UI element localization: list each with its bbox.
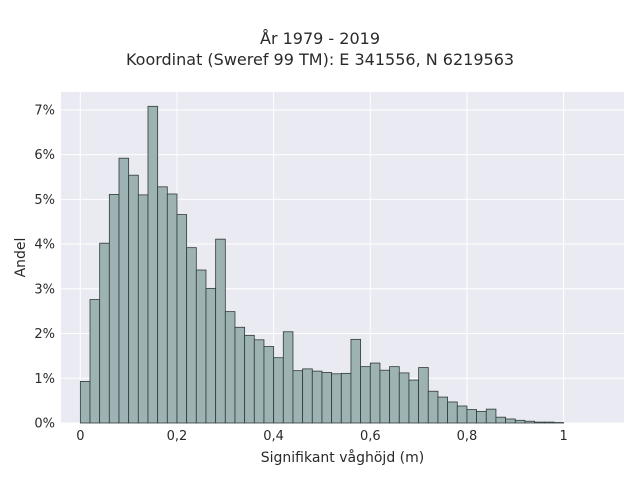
histogram-bar-7 xyxy=(147,105,159,424)
y-tick-label-3: 3% xyxy=(34,282,55,297)
x-tick-label-3: 0,6 xyxy=(360,429,381,444)
x-tick-label-4: 0,8 xyxy=(457,429,478,444)
histogram-bar-6 xyxy=(137,194,149,424)
histogram-bar-9 xyxy=(166,193,178,424)
histogram-bar-15 xyxy=(224,311,236,424)
histogram-bar-24 xyxy=(311,370,323,424)
x-tick-label-2: 0,4 xyxy=(263,429,284,444)
histogram-bar-14 xyxy=(215,238,226,424)
histogram-bar-31 xyxy=(379,369,391,424)
histogram-bar-38 xyxy=(447,401,458,424)
histogram-bar-28 xyxy=(350,338,362,424)
histogram-bar-12 xyxy=(195,269,207,424)
histogram-bar-47 xyxy=(534,421,545,424)
x-tick-label-1: 0,2 xyxy=(167,429,188,444)
x-axis-ticks: 0 0,2 0,4 0,6 0,8 1 xyxy=(76,429,568,444)
y-axis-ticks: 0% 1% 2% 3% 4% 5% 6% 7% xyxy=(34,103,55,431)
histogram-bar-18 xyxy=(253,339,265,424)
histogram-bar-10 xyxy=(176,214,188,424)
histogram-bar-40 xyxy=(466,409,478,424)
chart-title-line-1: År 1979 - 2019 xyxy=(260,29,380,48)
histogram-bar-46 xyxy=(524,420,535,424)
histogram-bar-4 xyxy=(118,157,130,424)
histogram-bar-22 xyxy=(292,370,304,424)
x-axis-label: Signifikant våghöjd (m) xyxy=(261,449,424,466)
histogram-bar-16 xyxy=(234,326,246,424)
histogram-bar-30 xyxy=(369,362,381,424)
histogram-bars xyxy=(79,105,564,424)
histogram-bar-2 xyxy=(99,242,110,424)
histogram-bar-43 xyxy=(495,416,507,424)
y-axis-label: Andel xyxy=(13,238,29,278)
histogram-bar-33 xyxy=(398,372,410,424)
histogram-bar-27 xyxy=(340,372,352,424)
histogram-bar-41 xyxy=(476,410,487,424)
histogram-bar-48 xyxy=(543,421,555,424)
histogram-bar-34 xyxy=(408,379,420,424)
x-tick-label-0: 0 xyxy=(76,429,84,444)
y-tick-label-7: 7% xyxy=(34,103,55,118)
histogram-bar-17 xyxy=(244,334,255,424)
histogram-bar-20 xyxy=(273,357,284,424)
histogram-bar-29 xyxy=(360,366,371,424)
histogram-bar-26 xyxy=(331,373,342,424)
histogram-bar-23 xyxy=(302,368,313,424)
histogram-bar-21 xyxy=(282,331,294,424)
y-tick-label-2: 2% xyxy=(34,327,55,342)
chart-title-line-2: Koordinat (Sweref 99 TM): E 341556, N 62… xyxy=(125,50,515,69)
histogram-bar-13 xyxy=(205,287,217,424)
histogram-bar-8 xyxy=(157,186,168,424)
histogram-bar-19 xyxy=(263,346,275,424)
x-tick-label-5: 1 xyxy=(559,429,567,444)
y-tick-label-0: 0% xyxy=(34,417,55,432)
histogram-bar-37 xyxy=(437,396,449,424)
histogram-bar-39 xyxy=(456,405,468,424)
histogram-bar-32 xyxy=(389,366,400,424)
histogram-bar-44 xyxy=(505,418,516,424)
histogram-bar-3 xyxy=(108,194,120,424)
y-tick-label-6: 6% xyxy=(34,148,55,163)
histogram-bar-35 xyxy=(418,367,429,424)
histogram-bar-45 xyxy=(514,419,526,424)
histogram-bar-5 xyxy=(128,174,139,424)
histogram-bar-25 xyxy=(321,372,333,424)
histogram-bar-0 xyxy=(79,381,91,424)
y-tick-label-5: 5% xyxy=(34,193,55,208)
y-tick-label-1: 1% xyxy=(34,372,55,387)
y-tick-label-4: 4% xyxy=(34,238,55,253)
histogram-bar-36 xyxy=(427,390,439,424)
histogram-bar-42 xyxy=(485,408,497,424)
histogram-bar-1 xyxy=(89,299,101,424)
histogram-bar-11 xyxy=(186,247,197,424)
